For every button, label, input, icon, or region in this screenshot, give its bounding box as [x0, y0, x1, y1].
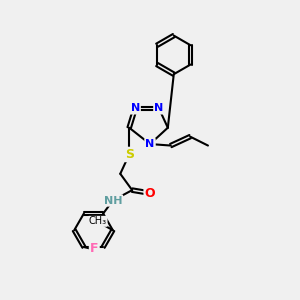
- Text: N: N: [146, 139, 154, 149]
- Text: F: F: [90, 242, 98, 255]
- Text: S: S: [125, 148, 134, 161]
- Text: NH: NH: [103, 196, 122, 206]
- Text: CH₃: CH₃: [89, 216, 107, 226]
- Text: N: N: [154, 103, 164, 113]
- Text: O: O: [145, 187, 155, 200]
- Text: N: N: [130, 103, 140, 113]
